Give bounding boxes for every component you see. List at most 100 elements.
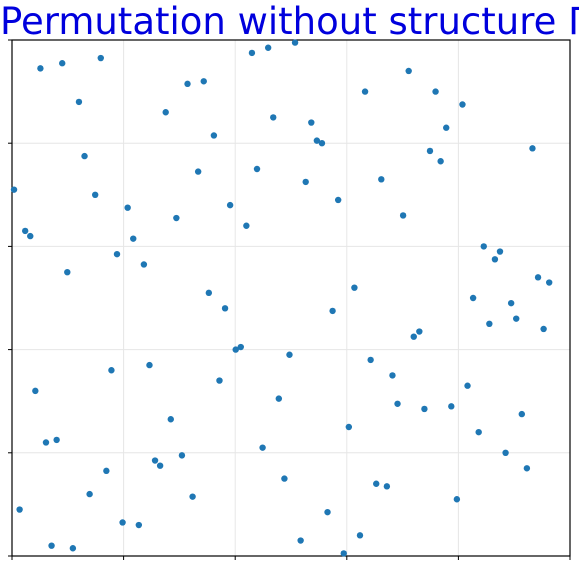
data-point: [200, 78, 207, 85]
data-point: [507, 299, 515, 307]
data-point: [42, 439, 50, 446]
data-point: [329, 307, 336, 315]
data-point: [443, 124, 450, 131]
data-point: [184, 80, 191, 88]
data-point: [48, 542, 55, 549]
data-point: [237, 343, 244, 351]
data-point: [253, 165, 261, 173]
data-point: [173, 214, 180, 222]
data-point: [146, 361, 153, 369]
data-point: [37, 65, 44, 72]
data-points: [10, 39, 553, 557]
plot-frame: [11, 39, 571, 557]
data-point: [86, 490, 93, 498]
data-point: [10, 186, 18, 193]
data-point: [216, 377, 223, 384]
data-point: [178, 452, 186, 459]
data-point: [453, 496, 461, 503]
data-point: [135, 521, 143, 529]
data-point: [491, 256, 499, 263]
data-point: [486, 320, 493, 327]
data-point: [302, 178, 309, 186]
data-point: [324, 508, 331, 516]
data-point: [373, 480, 380, 487]
data-point: [399, 212, 407, 219]
axis-ticks: [8, 39, 571, 560]
data-point: [130, 235, 137, 242]
data-point: [275, 395, 283, 402]
data-point: [546, 279, 553, 286]
data-point: [297, 537, 304, 544]
data-point: [334, 196, 342, 204]
data-point: [194, 168, 202, 175]
data-point: [156, 462, 164, 469]
data-point: [232, 346, 239, 353]
data-point: [167, 416, 174, 423]
data-point: [91, 191, 99, 198]
data-point: [248, 49, 256, 57]
data-point: [410, 333, 417, 340]
data-point: [318, 140, 326, 147]
data-point: [523, 465, 531, 472]
data-point: [361, 88, 369, 95]
data-point: [16, 506, 23, 513]
data-point: [259, 444, 266, 451]
data-point: [124, 204, 131, 211]
data-point: [81, 152, 88, 160]
data-point: [140, 261, 148, 268]
data-point: [448, 403, 455, 410]
data-point: [496, 248, 504, 255]
data-point: [513, 315, 520, 322]
data-point: [308, 119, 315, 126]
data-point: [540, 325, 547, 333]
data-point: [534, 274, 542, 281]
data-point: [367, 356, 374, 364]
data-point: [32, 387, 39, 395]
data-point: [27, 232, 34, 240]
data-point: [480, 243, 487, 250]
data-point: [21, 227, 29, 235]
data-point: [340, 550, 347, 557]
data-point: [162, 109, 169, 116]
data-point: [437, 158, 444, 165]
data-point: [502, 449, 509, 456]
data-point: [432, 88, 439, 95]
grid: [12, 40, 570, 556]
data-point: [64, 269, 71, 276]
data-point: [378, 176, 385, 183]
data-point: [243, 222, 250, 229]
data-point: [291, 39, 299, 46]
data-point: [383, 483, 391, 490]
data-point: [421, 405, 428, 413]
data-point: [464, 382, 471, 389]
data-point: [97, 54, 104, 62]
data-point: [394, 400, 401, 407]
data-point: [59, 60, 66, 67]
data-point: [281, 475, 288, 482]
data-point: [529, 145, 536, 152]
data-point: [475, 428, 482, 436]
data-point: [205, 289, 213, 297]
data-point: [459, 101, 466, 108]
data-point: [108, 367, 115, 374]
data-point: [389, 372, 396, 379]
data-point: [426, 147, 434, 155]
data-point: [345, 423, 353, 431]
data-point: [53, 436, 60, 444]
data-point: [189, 493, 196, 500]
data-point: [226, 201, 234, 209]
data-point: [356, 532, 364, 539]
data-point: [119, 519, 126, 526]
data-point: [313, 137, 321, 144]
data-point: [351, 284, 358, 291]
data-point: [286, 351, 293, 358]
data-point: [518, 410, 526, 418]
data-point: [221, 305, 229, 312]
data-point: [270, 114, 277, 121]
data-point: [69, 545, 77, 552]
data-point: [113, 250, 121, 258]
chart-title: Permutation without structure Π: [0, 0, 579, 43]
data-point: [151, 457, 159, 464]
data-point: [264, 44, 272, 51]
